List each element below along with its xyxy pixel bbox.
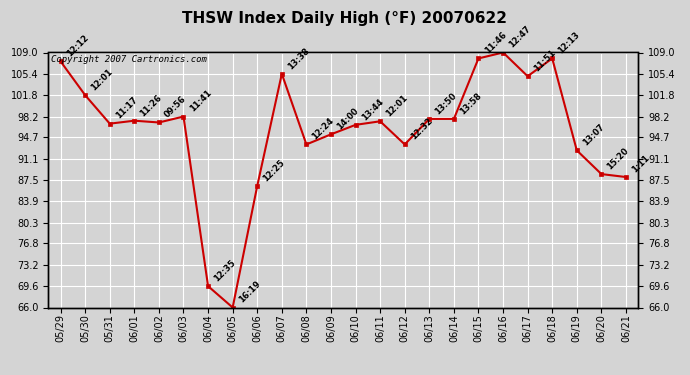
Text: Copyright 2007 Cartronics.com: Copyright 2007 Cartronics.com bbox=[51, 55, 207, 64]
Text: 11:51: 11:51 bbox=[532, 48, 557, 74]
Text: THSW Index Daily High (°F) 20070622: THSW Index Daily High (°F) 20070622 bbox=[182, 11, 508, 26]
Text: 11:26: 11:26 bbox=[139, 93, 164, 118]
Text: 12:32: 12:32 bbox=[409, 116, 434, 142]
Text: 13:58: 13:58 bbox=[458, 91, 483, 116]
Text: 12:47: 12:47 bbox=[507, 24, 533, 50]
Text: 13:07: 13:07 bbox=[581, 123, 606, 148]
Text: 12:35: 12:35 bbox=[213, 258, 237, 284]
Text: 12:01: 12:01 bbox=[384, 93, 410, 118]
Text: 15:20: 15:20 bbox=[606, 146, 631, 171]
Text: 11:41: 11:41 bbox=[188, 88, 213, 114]
Text: 12:12: 12:12 bbox=[65, 33, 90, 58]
Text: 16:19: 16:19 bbox=[237, 279, 262, 305]
Text: 12:13: 12:13 bbox=[556, 30, 582, 56]
Text: 13:50: 13:50 bbox=[433, 91, 459, 116]
Text: 11:46: 11:46 bbox=[482, 30, 508, 56]
Text: 13:38: 13:38 bbox=[286, 46, 311, 71]
Text: 12:25: 12:25 bbox=[262, 158, 287, 183]
Text: 13:44: 13:44 bbox=[359, 97, 385, 122]
Text: 11:17: 11:17 bbox=[114, 96, 139, 121]
Text: 12:24: 12:24 bbox=[310, 116, 336, 142]
Text: 1:11: 1:11 bbox=[630, 153, 651, 174]
Text: 12:01: 12:01 bbox=[89, 67, 115, 92]
Text: 14:00: 14:00 bbox=[335, 106, 360, 132]
Text: 09:56: 09:56 bbox=[163, 94, 188, 120]
